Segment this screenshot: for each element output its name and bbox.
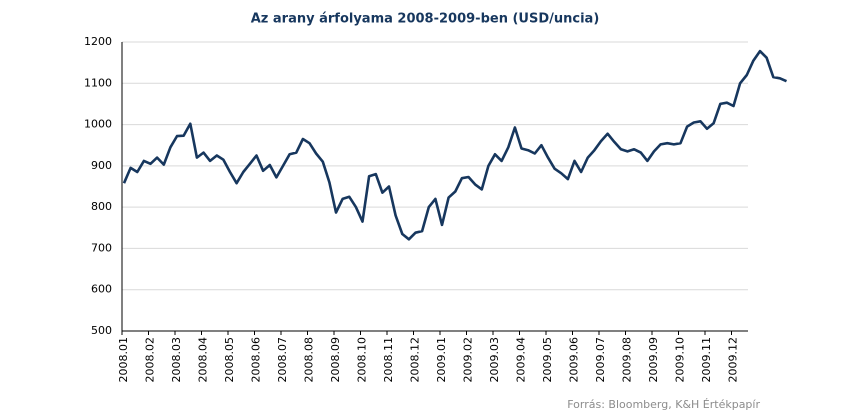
x-tick-label: 2008.06 [250,337,263,383]
y-tick-label: 600 [91,283,112,296]
x-tick-label: 2008.08 [303,337,316,383]
x-tick-label: 2009.04 [515,337,528,383]
x-tick-label: 2009.03 [488,337,501,383]
y-tick-label: 500 [91,324,112,337]
y-tick-label: 700 [91,241,112,254]
x-tick-label: 2008.07 [276,337,289,383]
x-tick-label: 2008.09 [329,337,342,383]
x-tick-label: 2008.01 [117,337,130,383]
y-tick-label: 800 [91,200,112,213]
x-tick-label: 2008.04 [197,337,210,383]
y-tick-label: 1000 [84,118,112,131]
x-tick-label: 2009.06 [568,337,581,383]
x-tick-label: 2009.01 [435,337,448,383]
x-tick-label: 2009.12 [727,337,740,383]
x-tick-label: 2009.07 [594,337,607,383]
x-tick-label: 2009.05 [541,337,554,383]
x-tick-label: 2009.11 [700,337,713,383]
x-tick-label: 2009.10 [674,337,687,383]
y-tick-label: 900 [91,159,112,172]
source-note: Forrás: Bloomberg, K&H Értékpapír [567,398,760,411]
y-tick-label: 1200 [84,35,112,48]
x-tick-label: 2008.11 [382,337,395,383]
x-tick-label: 2009.08 [621,337,634,383]
x-tick-label: 2008.12 [409,337,422,383]
x-tick-label: 2009.09 [647,337,660,383]
x-tick-label: 2008.05 [223,337,236,383]
data-line [122,49,788,241]
chart-title: Az arany árfolyama 2008-2009-ben (USD/un… [251,12,600,27]
x-tick-label: 2008.10 [356,337,369,383]
y-tick-label: 1100 [84,76,112,89]
x-tick-label: 2008.03 [170,337,183,383]
x-tick-label: 2009.02 [462,337,475,383]
x-tick-label: 2008.02 [144,337,157,383]
